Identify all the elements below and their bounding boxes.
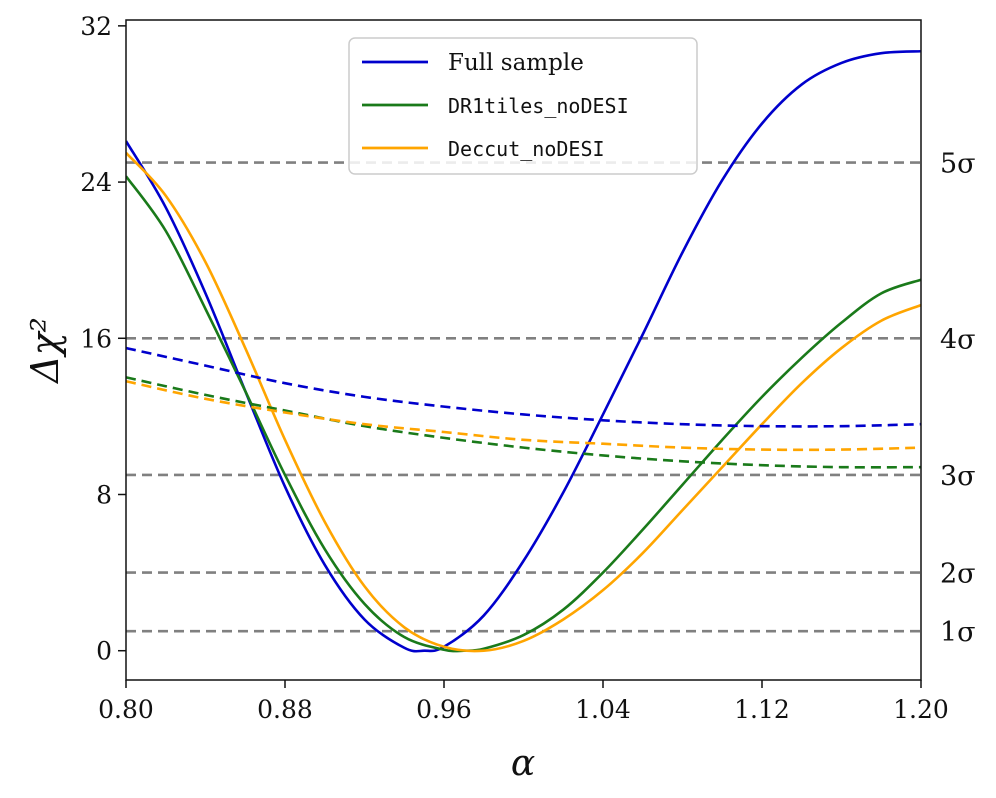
y-axis-ticks: 0 8 16 24 32 bbox=[80, 12, 126, 666]
sigma-label-1: 1σ bbox=[940, 617, 976, 648]
series-line-3 bbox=[126, 151, 921, 653]
y-tick-label: 8 bbox=[96, 480, 112, 509]
plot-frame bbox=[125, 19, 922, 681]
legend-label-1: Full sample bbox=[448, 50, 584, 76]
x-tick-label: 0.88 bbox=[257, 695, 313, 724]
x-tick-label: 0.96 bbox=[416, 695, 472, 724]
series-line-5 bbox=[126, 376, 921, 469]
sigma-label-2: 2σ bbox=[940, 559, 976, 590]
sigma-label-3: 3σ bbox=[940, 461, 976, 492]
x-axis-ticks: 0.80 0.88 0.96 1.04 1.12 1.20 bbox=[98, 680, 949, 724]
sigma-labels: 1σ 2σ 3σ 4σ 5σ bbox=[940, 149, 976, 649]
series-layer bbox=[126, 49, 921, 653]
sigma-label-4: 4σ bbox=[940, 324, 976, 355]
y-tick-label: 32 bbox=[80, 12, 112, 41]
y-tick-label: 16 bbox=[80, 324, 112, 353]
legend-label-3: Deccut_noDESI bbox=[448, 137, 605, 161]
x-tick-label: 0.80 bbox=[98, 695, 154, 724]
x-tick-label: 1.20 bbox=[893, 695, 949, 724]
x-axis-label: α bbox=[511, 743, 535, 784]
legend: Full sample DR1tiles_noDESI Deccut_noDESI bbox=[348, 37, 698, 175]
legend-label-2: DR1tiles_noDESI bbox=[448, 94, 629, 118]
x-tick-label: 1.12 bbox=[734, 695, 790, 724]
sigma-reference-lines bbox=[126, 161, 921, 633]
x-tick-label: 1.04 bbox=[575, 695, 631, 724]
series-line-6 bbox=[126, 379, 921, 452]
y-tick-label: 24 bbox=[80, 168, 112, 197]
y-tick-label: 0 bbox=[96, 637, 112, 666]
series-line-2 bbox=[126, 175, 921, 653]
legend-box bbox=[348, 37, 698, 175]
series-line-4 bbox=[126, 346, 921, 428]
y-axis-label: Δχ² bbox=[23, 317, 67, 385]
sigma-label-5: 5σ bbox=[940, 149, 976, 180]
